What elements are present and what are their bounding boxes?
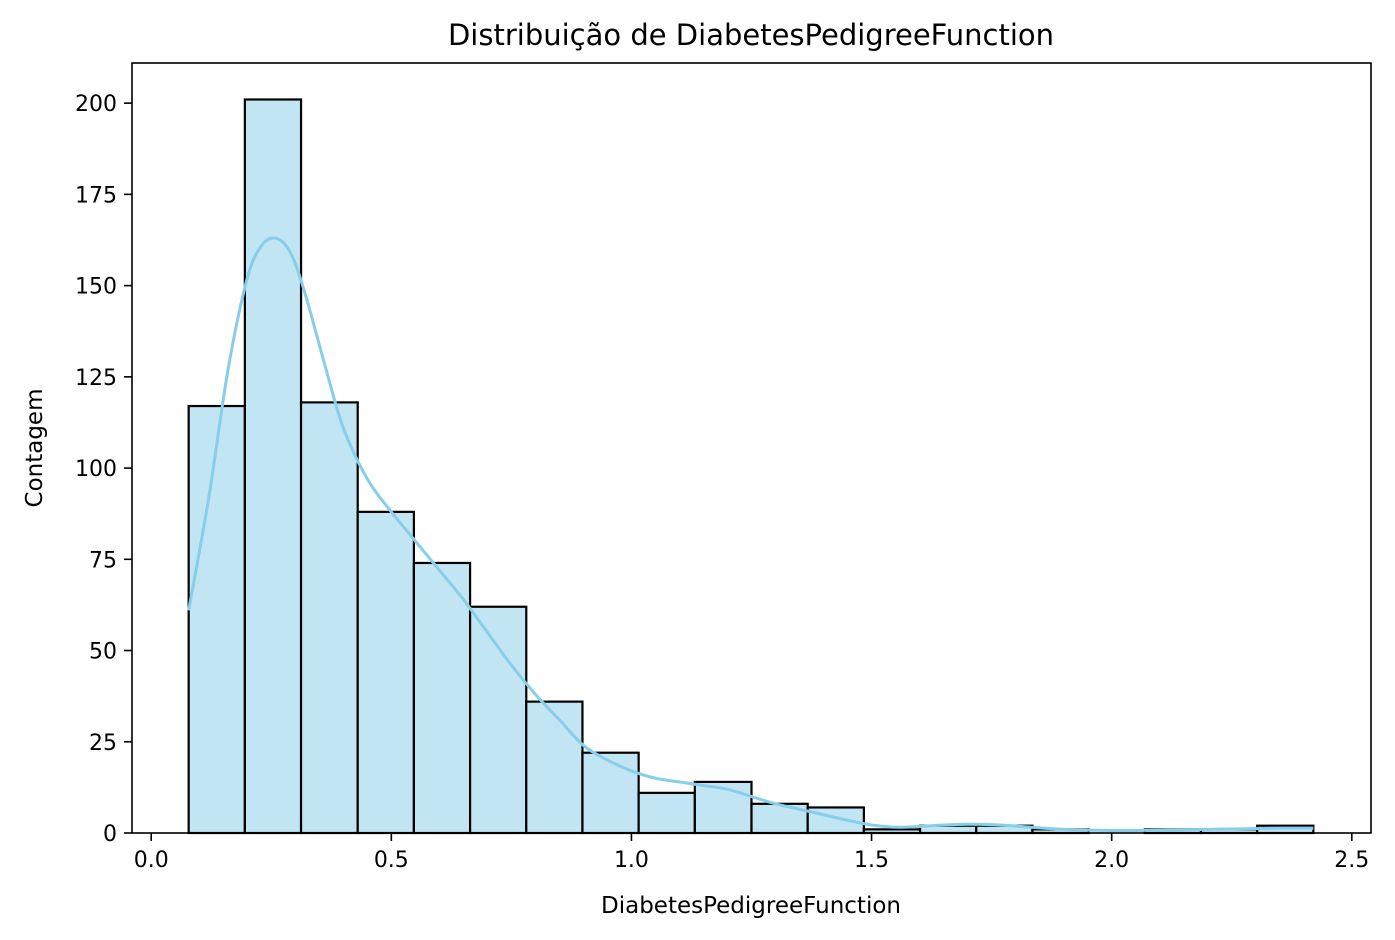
kde-curve (187, 236, 1314, 832)
histogram-bar-7 (581, 751, 640, 835)
plot-frame (131, 62, 1372, 834)
y-tick-label: 25 (89, 731, 117, 756)
x-axis-ticks: 0.0 0.5 1.0 1.5 2.0 2.5 (134, 833, 1369, 873)
x-tick-label: 0.0 (134, 848, 169, 873)
x-tick-label: 1.5 (854, 848, 889, 873)
x-tick-label: 2.5 (1334, 848, 1369, 873)
y-tick-label: 150 (75, 275, 117, 300)
bars-group (187, 98, 1315, 835)
x-tick-label: 1.0 (614, 848, 649, 873)
y-axis-ticks: 0 25 50 75 100 125 150 175 200 (75, 92, 132, 847)
y-tick-label: 100 (75, 457, 117, 482)
histogram-bar-6 (525, 700, 584, 835)
histogram-bar-1 (243, 98, 303, 835)
x-axis-label: DiabetesPedigreeFunction (601, 893, 901, 919)
y-tick-label: 175 (75, 183, 117, 208)
y-axis-label: Contagem (22, 389, 48, 508)
histogram-bar-5 (468, 605, 528, 835)
histogram-bar-4 (412, 561, 472, 835)
chart-title: Distribuição de DiabetesPedigreeFunction (448, 18, 1054, 52)
histogram-bar-8 (637, 791, 696, 835)
y-tick-label: 125 (75, 366, 117, 391)
histogram-bar-11 (806, 806, 865, 835)
y-tick-label: 75 (89, 548, 117, 573)
histogram-bar-2 (299, 401, 359, 835)
y-tick-label: 50 (89, 640, 117, 665)
y-tick-label: 0 (103, 822, 117, 847)
histogram-bar-3 (356, 510, 415, 835)
y-tick-label: 200 (75, 92, 117, 117)
x-tick-label: 2.0 (1094, 848, 1129, 873)
x-tick-label: 0.5 (374, 848, 409, 873)
histogram-bar-0 (187, 404, 246, 835)
